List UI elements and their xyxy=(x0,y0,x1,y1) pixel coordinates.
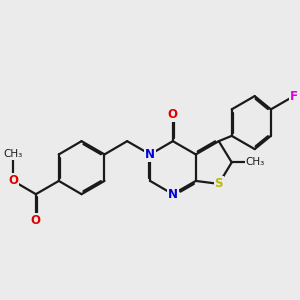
Text: O: O xyxy=(8,174,18,188)
Text: CH₃: CH₃ xyxy=(245,158,264,167)
Text: S: S xyxy=(214,177,223,190)
Text: CH₃: CH₃ xyxy=(4,149,23,159)
Text: O: O xyxy=(31,214,41,227)
Text: N: N xyxy=(145,148,155,161)
Text: O: O xyxy=(168,108,178,121)
Text: N: N xyxy=(168,188,178,201)
Text: F: F xyxy=(290,90,298,103)
